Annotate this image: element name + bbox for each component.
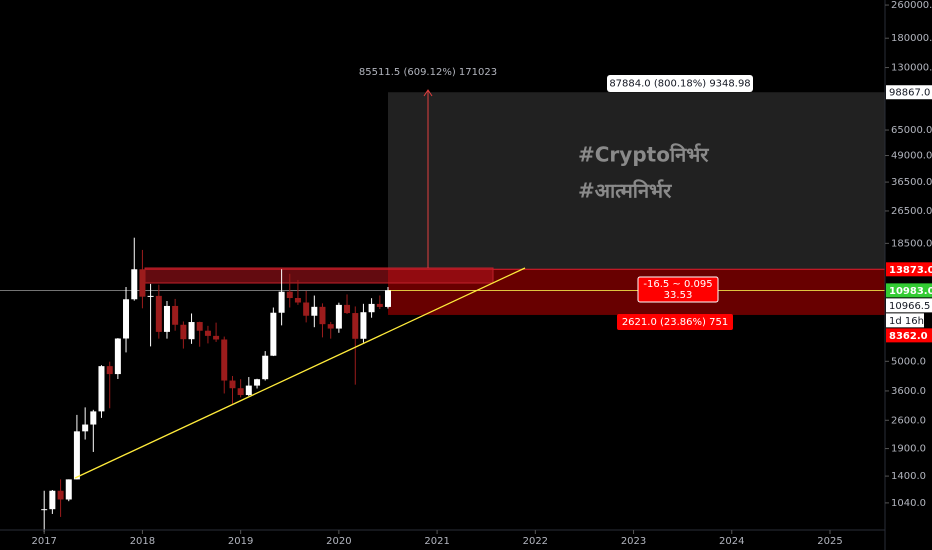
candle-body [360,312,367,339]
y-tick-label: 26500.0 [891,206,932,217]
price-label: 98867.0 [889,88,930,99]
y-tick-label: 5000.0 [891,356,926,367]
x-tick-label: 2022 [523,536,548,547]
price-label-box [886,283,932,298]
candle-body [41,509,48,511]
candle-body [114,338,121,375]
candle-body [311,306,318,316]
hashtag: #Cryptoनिर्भर [578,143,709,167]
candle-body [188,322,195,340]
x-tick-label: 2025 [817,536,842,547]
y-tick-label: 1900.0 [891,444,926,455]
price-label: 13873.0 [889,265,932,276]
candle-body [123,299,130,339]
target-label: 87884.0 (800.18%) 9348.98 [609,79,750,90]
price-label: 10966.5 [889,301,930,312]
trend-line [74,267,526,479]
candle-body [172,305,179,325]
countdown-box [886,313,924,328]
ratio-label: -16.5 ~ 0.095 [643,279,712,290]
stop-label-box [617,314,733,330]
x-tick-label: 2018 [130,536,155,547]
candle-body [49,490,56,510]
candle-body [270,312,277,356]
x-tick-label: 2020 [326,536,351,547]
candle-body [229,380,236,389]
candle-body [352,313,359,339]
price-label-box [886,328,932,343]
price-label-box [886,262,932,277]
candle-body [90,411,97,425]
candle-body [344,304,351,314]
price-label-box [886,298,932,313]
x-tick-label: 2017 [31,536,56,547]
candle-body [221,339,228,381]
x-tick-label: 2021 [424,536,449,547]
ratio-label: 33.53 [664,290,693,301]
profit-zone [388,92,885,270]
candle-body [278,291,285,313]
measure-arrow-head [423,89,433,97]
y-tick-label: 49000.0 [891,151,932,162]
candle-body [82,424,89,432]
candle-body [327,324,334,329]
y-tick-label: 65000.0 [891,125,932,136]
candle-body [131,269,138,300]
candle-body [376,303,383,307]
candle-body [139,269,146,297]
hashtag: #आत्मनिर्भर [578,179,672,203]
y-tick-label: 36500.0 [891,177,932,188]
candle-body [294,298,301,303]
y-tick-label: 3600.0 [891,386,926,397]
candle-body [73,431,80,480]
candle-body [303,302,310,316]
y-tick-label: 180000.0 [891,33,932,44]
candle-body [286,291,293,299]
candle-body [245,385,252,396]
candle-body [180,324,187,340]
measure-label: 85511.5 (609.12%) 171023 [359,67,497,78]
candle-body [204,330,211,336]
y-tick-label: 1400.0 [891,471,926,482]
candle-body [213,335,220,340]
candle-body [147,295,154,297]
candle-body [254,379,261,386]
candle-body [262,355,269,380]
x-tick-label: 2023 [621,536,646,547]
stop-label: 2621.0 (23.86%) 751 [622,317,728,328]
candle-body [98,366,105,412]
candle-body [335,304,342,329]
candle-body [319,306,326,325]
candle-body [106,366,113,375]
candle-body [65,479,72,500]
x-tick-label: 2024 [719,536,744,547]
x-tick-label: 2019 [228,536,253,547]
candle-body [237,388,244,396]
y-tick-label: 130000.0 [891,63,932,74]
countdown: 1d 16h [889,316,924,327]
ratio-label-box [637,276,719,303]
y-tick-label: 260000.0 [891,0,932,11]
candle-body [163,305,170,332]
candle-body [57,490,64,500]
candle-body [384,290,391,307]
y-tick-label: 2600.0 [891,415,926,426]
candle-body [368,303,375,313]
candle-body [155,295,162,332]
price-label: 8362.0 [889,331,928,342]
candle-body [196,322,203,331]
y-tick-label: 18500.0 [891,238,932,249]
price-label: 10983.0 [889,286,932,297]
y-tick-label: 1040.0 [891,498,926,509]
price-label-box [886,85,932,100]
resistance-zone [144,267,494,284]
target-label-box [607,75,753,92]
